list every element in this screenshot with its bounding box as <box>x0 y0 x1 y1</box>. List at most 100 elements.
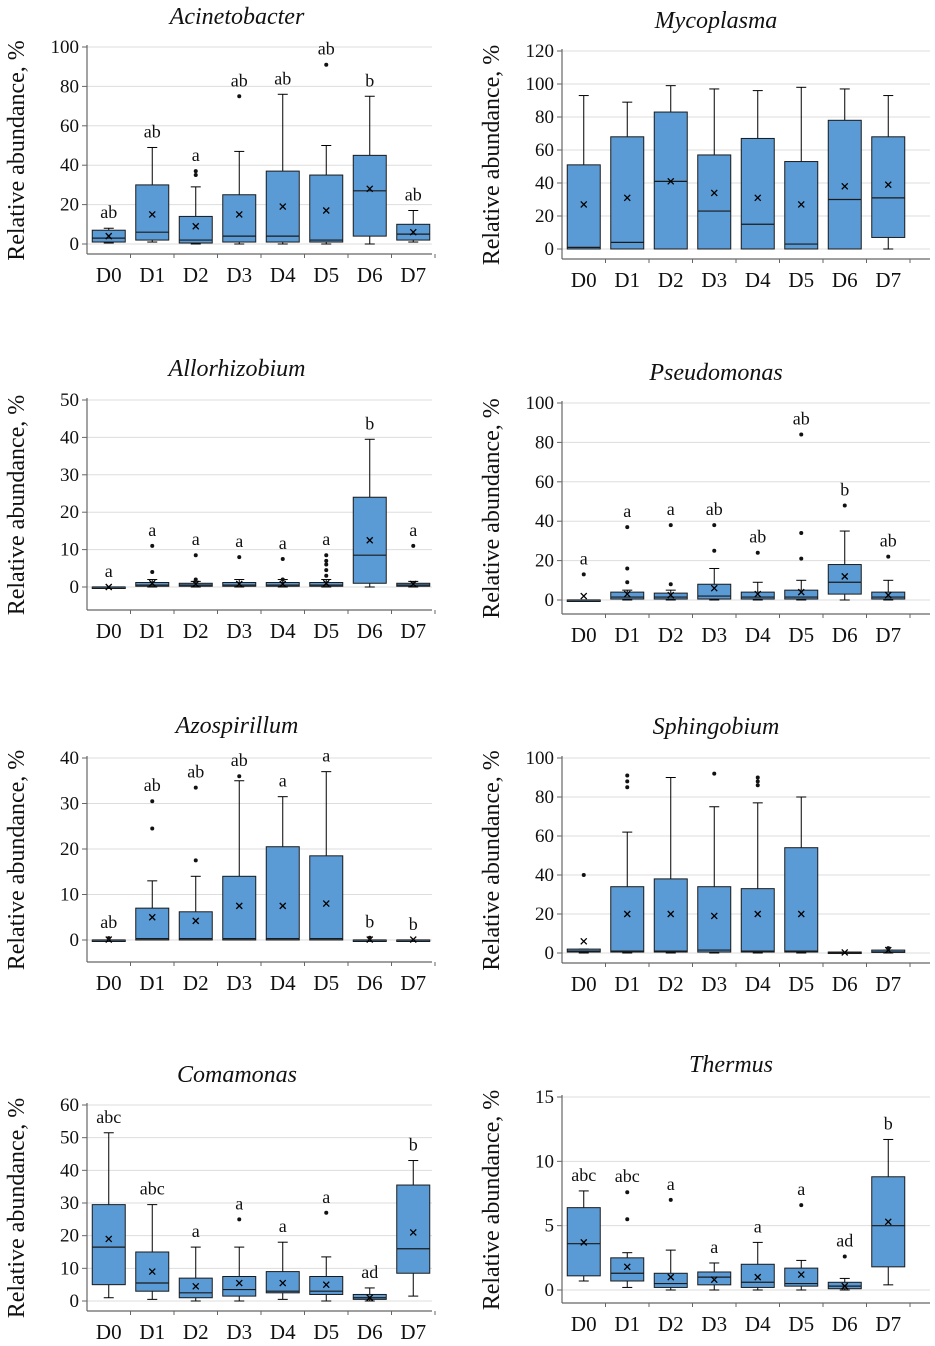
panel-7-mean-marker-D1 <box>148 1268 156 1276</box>
panel-6-x-tick-label: D0 <box>571 972 597 996</box>
panel-7-y-tick-label: 40 <box>60 1160 79 1181</box>
panel-2-box-D1 <box>610 136 645 250</box>
panel-4-outlier-point <box>581 572 586 577</box>
panel-7-significance-label-D3: a <box>235 1193 243 1213</box>
panel-5-y-tick-label: 10 <box>60 885 79 906</box>
panel-6-title: Sphingobium <box>653 714 780 740</box>
panel-3-mean-marker-D4 <box>279 580 287 588</box>
panel-3-outlier-point <box>150 570 155 575</box>
panel-7-mean-marker-D2 <box>192 1282 200 1290</box>
panel-6-outlier-point <box>625 773 630 778</box>
panel-2-mean-marker-D5 <box>797 200 805 208</box>
panel-6-x-tick-label: D4 <box>745 972 771 996</box>
panel-5-mean-marker-D4 <box>279 902 287 910</box>
panel-5-box-D4 <box>265 846 300 941</box>
panel-4-mean-marker-D3 <box>710 584 718 592</box>
panel-3-mean-marker-D7 <box>409 580 417 588</box>
panel-4-significance-label-D6: b <box>840 479 849 499</box>
panel-3-x-tick-label: D5 <box>313 619 339 643</box>
panel-5-mean-marker-D5 <box>322 900 330 908</box>
panel-4-significance-label-D7: ab <box>880 531 897 551</box>
panel-4-y-tick-label: 40 <box>535 511 554 532</box>
panel-1-box-D1 <box>135 184 170 241</box>
panel-5-x-tick-label: D7 <box>400 971 426 995</box>
panel-1-mean-marker-D3 <box>235 210 243 218</box>
panel-3-outlier-point <box>324 568 329 573</box>
panel-5-y-tick-label: 30 <box>60 794 79 815</box>
panel-7-y-tick-label: 50 <box>60 1128 79 1149</box>
panel-3-y-tick-label: 20 <box>60 502 79 523</box>
panel-1-x-tick-label: D3 <box>226 263 252 287</box>
panel-2-x-tick-label: D3 <box>701 268 727 292</box>
panel-7-box-D3 <box>222 1276 257 1297</box>
panel-3-x-tick-label: D6 <box>357 619 383 643</box>
panel-3-outlier-point <box>150 543 155 548</box>
panel-8-significance-label-D4: a <box>754 1216 762 1236</box>
panel-6-box-D1 <box>610 886 645 953</box>
panel-3-x-tick-label: D1 <box>139 619 165 643</box>
panel-2-y-tick-label: 60 <box>535 140 554 161</box>
panel-3-y-tick-label: 10 <box>60 540 79 561</box>
panel-7-y-tick-label: 0 <box>70 1291 80 1312</box>
panel-7-x-tick-label: D1 <box>139 1320 165 1344</box>
panel-6-x-tick-label: D6 <box>832 972 858 996</box>
panel-3-outlier-point <box>280 577 285 582</box>
panel-2-y-tick-label: 40 <box>535 173 554 194</box>
panel-8-significance-label-D5: a <box>797 1179 805 1199</box>
panel-2-mean-marker-D3 <box>710 189 718 197</box>
panel-8-x-tick-label: D0 <box>571 1312 597 1336</box>
panel-8-box-D2 <box>653 1272 688 1288</box>
panel-1-box-D3 <box>222 194 257 243</box>
panel-1-y-tick-label: 40 <box>60 155 79 176</box>
panel-3-y-axis-label: Relative abundance, % <box>4 395 30 616</box>
panel-2-mean-marker-D1 <box>623 194 631 202</box>
panel-5-mean-marker-D3 <box>235 902 243 910</box>
panel-6-box-D5 <box>784 847 819 953</box>
panel-4-outlier-point <box>842 503 847 508</box>
panel-4-y-tick-label: 100 <box>526 393 555 414</box>
panel-4-outlier-point <box>625 580 630 585</box>
panel-5-outlier-point <box>193 785 198 790</box>
panel-4-box-D3 <box>697 583 732 600</box>
panel-7-box-D7 <box>396 1184 431 1274</box>
panel-3-x-tick-label: D2 <box>183 619 209 643</box>
panel-1-mean-marker-D5 <box>322 207 330 214</box>
panel-8-significance-label-D6: ad <box>836 1231 853 1251</box>
panel-3-significance-label-D5: a <box>322 529 330 549</box>
panel-2-box-D7 <box>871 136 906 238</box>
panel-4-mean-marker-D1 <box>623 590 631 598</box>
panel-5-x-tick-label: D0 <box>96 971 122 995</box>
panel-2-mean-marker-D0 <box>580 200 588 208</box>
panel-7-y-tick-label: 20 <box>60 1226 79 1247</box>
panel-4-x-tick-label: D6 <box>832 623 858 647</box>
panel-4-x-tick-label: D5 <box>788 623 814 647</box>
panel-2-mean-marker-D2 <box>667 177 675 185</box>
panel-4-outlier-point <box>886 554 891 559</box>
panel-4-significance-label-D0: a <box>580 548 588 568</box>
panel-2-x-tick-label: D0 <box>571 268 597 292</box>
panel-1-x-tick-label: D1 <box>139 263 165 287</box>
panel-1-x-tick-label: D7 <box>400 263 426 287</box>
panel-7-x-tick-label: D6 <box>357 1320 383 1344</box>
panel-8-outlier-point <box>668 1197 673 1202</box>
panel-3-mean-marker-D6 <box>366 536 374 544</box>
panel-8-outlier-point <box>625 1190 630 1195</box>
panel-8-mean-marker-D1 <box>623 1263 631 1271</box>
panel-5-significance-label-D6: b <box>365 912 374 932</box>
panel-8-box-D3 <box>697 1271 732 1286</box>
panel-6-outlier-point <box>755 775 760 780</box>
panel-7-x-tick-label: D4 <box>270 1320 296 1344</box>
panel-3-significance-label-D1: a <box>148 520 156 540</box>
panel-5-outlier-point <box>150 826 155 831</box>
panel-1-mean-marker-D2 <box>192 222 200 230</box>
panel-7-mean-marker-D7 <box>409 1228 417 1236</box>
panel-4-y-tick-label: 20 <box>535 551 554 572</box>
panel-4-outlier-point <box>799 531 804 536</box>
panel-5-mean-marker-D2 <box>192 917 200 925</box>
panel-6-outlier-point <box>625 785 630 790</box>
panel-2-mean-marker-D6 <box>841 182 849 190</box>
panel-6-x-tick-label: D3 <box>701 972 727 996</box>
panel-4-box-D6 <box>827 564 862 595</box>
panel-7-mean-marker-D3 <box>235 1279 243 1287</box>
panel-4-box-D4 <box>740 591 775 600</box>
